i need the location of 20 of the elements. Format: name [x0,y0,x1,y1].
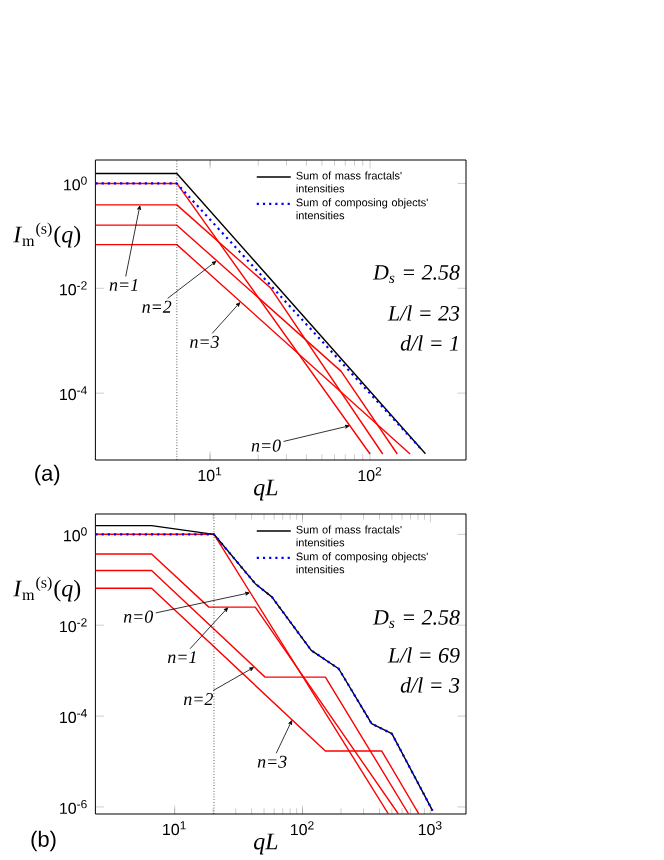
annotation: n=1 [167,651,196,664]
annotation: n=3 [190,335,219,348]
annotation: D$_{s}$ = 2.58 [372,610,460,629]
annotation: n=3 [257,755,287,768]
annotation: n=1 [109,278,138,291]
text: (b) [31,830,56,852]
x-axis-title: qL [254,833,278,855]
annotation: L/l = 69 [387,647,460,663]
annotation: n=0 [251,439,281,452]
annotation: n=0 [123,610,154,623]
annotation: L/l = 23 [387,305,460,321]
y-axis-title: I$_{m}$$^{(s)}$(q) [13,222,81,248]
annotation: n=2 [142,300,172,313]
annotation: d/l = 3 [400,677,460,693]
x-axis-title: qL [254,479,278,501]
annotation: D$_{s}$ = 2.58 [372,265,460,284]
annotation: d/l = 1 [400,335,458,351]
text: (a) [35,464,60,486]
annotation: n=2 [183,693,213,705]
y-axis-title: I$_{m}$$^{(s)}$(q) [13,576,81,602]
